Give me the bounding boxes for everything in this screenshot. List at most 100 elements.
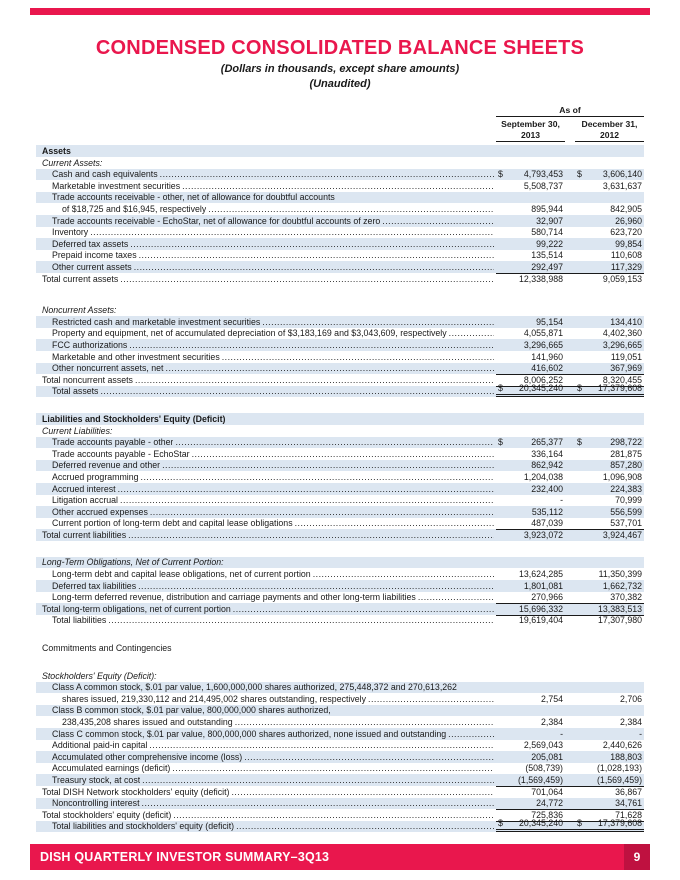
value: 336,164 bbox=[531, 448, 563, 459]
row-values: 5,508,737 3,631,637 bbox=[496, 180, 644, 192]
table-row: Long-term debt and capital lease obligat… bbox=[36, 568, 644, 580]
value: 188,803 bbox=[610, 751, 642, 762]
dot-leader bbox=[182, 181, 494, 192]
row-label: Marketable and other investment securiti… bbox=[52, 351, 220, 362]
value-col-1: 5,508,737 bbox=[496, 181, 565, 192]
row-values: 12,338,988 9,059,153 bbox=[496, 273, 644, 285]
dot-leader bbox=[295, 518, 494, 529]
row-values: 15,696,332 13,383,513 bbox=[496, 603, 644, 615]
dot-leader bbox=[162, 460, 494, 471]
row-label: Total assets bbox=[52, 386, 99, 397]
value: 19,619,404 bbox=[518, 615, 563, 626]
value: 26,960 bbox=[615, 215, 642, 226]
value-col-1: 232,400 bbox=[496, 484, 565, 495]
table-row: Deferred tax assets 99,222 99,854 bbox=[36, 238, 644, 250]
table-row: Trade accounts payable - other$265,377$2… bbox=[36, 436, 644, 449]
value: 135,514 bbox=[531, 250, 563, 261]
row-label: Deferred tax assets bbox=[52, 238, 129, 249]
row-values: 270,966 370,382 bbox=[496, 592, 644, 604]
value: 99,222 bbox=[536, 238, 563, 249]
table-row: Accrued programming 1,204,038 1,096,908 bbox=[36, 471, 644, 483]
dollar-sign: $ bbox=[498, 437, 503, 448]
row-label: Total long-term obligations, net of curr… bbox=[42, 603, 231, 614]
row-label: Noncurrent Assets: bbox=[42, 305, 117, 316]
table-row: Long-term deferred revenue, distribution… bbox=[36, 592, 644, 604]
value-col-2: 537,701 bbox=[575, 518, 644, 529]
value-col-2: 370,382 bbox=[575, 592, 644, 603]
value: 99,854 bbox=[615, 238, 642, 249]
value-col-2: 34,761 bbox=[575, 798, 644, 809]
row-label: Total current assets bbox=[42, 273, 119, 284]
row-values bbox=[496, 157, 644, 169]
row-values bbox=[496, 145, 644, 157]
value: (508,739) bbox=[525, 763, 563, 774]
value: 1,662,732 bbox=[602, 580, 642, 591]
value-col-1: 725,836 bbox=[496, 810, 565, 821]
value-col-2: 11,350,399 bbox=[575, 569, 644, 580]
row-label: of $18,725 and $16,945, respectively bbox=[62, 204, 207, 215]
dot-leader bbox=[172, 763, 494, 774]
table-row: Noncontrolling interest 24,772 34,761 bbox=[36, 797, 644, 810]
value-col-1: 2,569,043 bbox=[496, 740, 565, 751]
value: 857,280 bbox=[610, 460, 642, 471]
value-col-1: $20,345,240 bbox=[496, 818, 565, 829]
value-col-2: 1,096,908 bbox=[575, 472, 644, 483]
value: 1,096,908 bbox=[602, 471, 642, 482]
table-row: Total noncurrent assets 8,006,252 8,320,45… bbox=[36, 374, 644, 386]
value-col-1: $20,345,240 bbox=[496, 383, 565, 394]
dot-leader bbox=[90, 227, 494, 238]
row-label: Accumulated other comprehensive income (… bbox=[52, 751, 243, 762]
dot-leader bbox=[134, 262, 494, 273]
row-values: 24,772 34,761 bbox=[496, 798, 644, 810]
row-label: shares issued, 219,330,112 and 214,495,0… bbox=[62, 693, 367, 704]
value-col-2: $3,606,140 bbox=[575, 169, 644, 180]
table-header: As of September 30, 2013 December 31, 20… bbox=[36, 104, 644, 143]
row-values: $20,345,240 $17,379,608 bbox=[496, 818, 644, 833]
value: 292,497 bbox=[531, 262, 563, 272]
value: 265,377 bbox=[531, 437, 563, 448]
row-label: Total stockholders' equity (deficit) bbox=[42, 809, 172, 820]
row-spacer bbox=[36, 285, 644, 305]
table-row: of $18,725 and $16,945, respectively 895,… bbox=[36, 203, 644, 215]
row-label: Prepaid income taxes bbox=[52, 250, 137, 261]
dot-leader bbox=[135, 375, 494, 386]
value-col-1: 19,619,404 bbox=[496, 615, 565, 626]
value-col-2: 119,051 bbox=[575, 352, 644, 363]
value-col-1: 336,164 bbox=[496, 449, 565, 460]
value: 537,701 bbox=[610, 518, 642, 529]
value: 3,923,072 bbox=[523, 529, 563, 540]
value-col-2: 3,296,665 bbox=[575, 340, 644, 351]
value: 281,875 bbox=[610, 448, 642, 459]
row-label: Cash and cash equivalents bbox=[52, 169, 158, 180]
value-col-2: 2,440,626 bbox=[575, 740, 644, 751]
table-row: Accumulated earnings (deficit)(508,739)(… bbox=[36, 763, 644, 775]
row-label: Current portion of long-term debt and ca… bbox=[52, 518, 293, 529]
dot-leader bbox=[382, 216, 494, 227]
table-row: Trade accounts receivable - EchoStar, ne… bbox=[36, 215, 644, 227]
value: 725,836 bbox=[531, 809, 563, 820]
row-label: Stockholders' Equity (Deficit): bbox=[42, 670, 157, 681]
value-col-1: - bbox=[496, 729, 565, 740]
value: - bbox=[639, 728, 642, 739]
value: - bbox=[560, 495, 563, 506]
value-col-2: (1,028,193) bbox=[575, 763, 644, 774]
value: 17,307,980 bbox=[597, 615, 642, 626]
value: 232,400 bbox=[531, 483, 563, 494]
value: 36,867 bbox=[615, 786, 642, 797]
value-col-2: 99,854 bbox=[575, 239, 644, 250]
row-values bbox=[496, 305, 644, 317]
value: 416,602 bbox=[531, 363, 563, 374]
value: 34,761 bbox=[615, 798, 642, 809]
balance-sheet-table: As of September 30, 2013 December 31, 20… bbox=[36, 104, 644, 833]
dot-leader bbox=[130, 239, 494, 250]
dot-leader bbox=[235, 717, 494, 728]
row-values: 336,164 281,875 bbox=[496, 448, 644, 460]
value: 134,410 bbox=[610, 316, 642, 327]
value: 2,384 bbox=[619, 717, 642, 727]
value: 270,966 bbox=[531, 592, 563, 603]
value-col-1: 13,624,285 bbox=[496, 569, 565, 580]
table-row: Trade accounts receivable - other, net o… bbox=[36, 191, 644, 204]
dot-leader bbox=[173, 810, 494, 821]
row-label: Total DISH Network stockholders' equity … bbox=[42, 786, 230, 797]
